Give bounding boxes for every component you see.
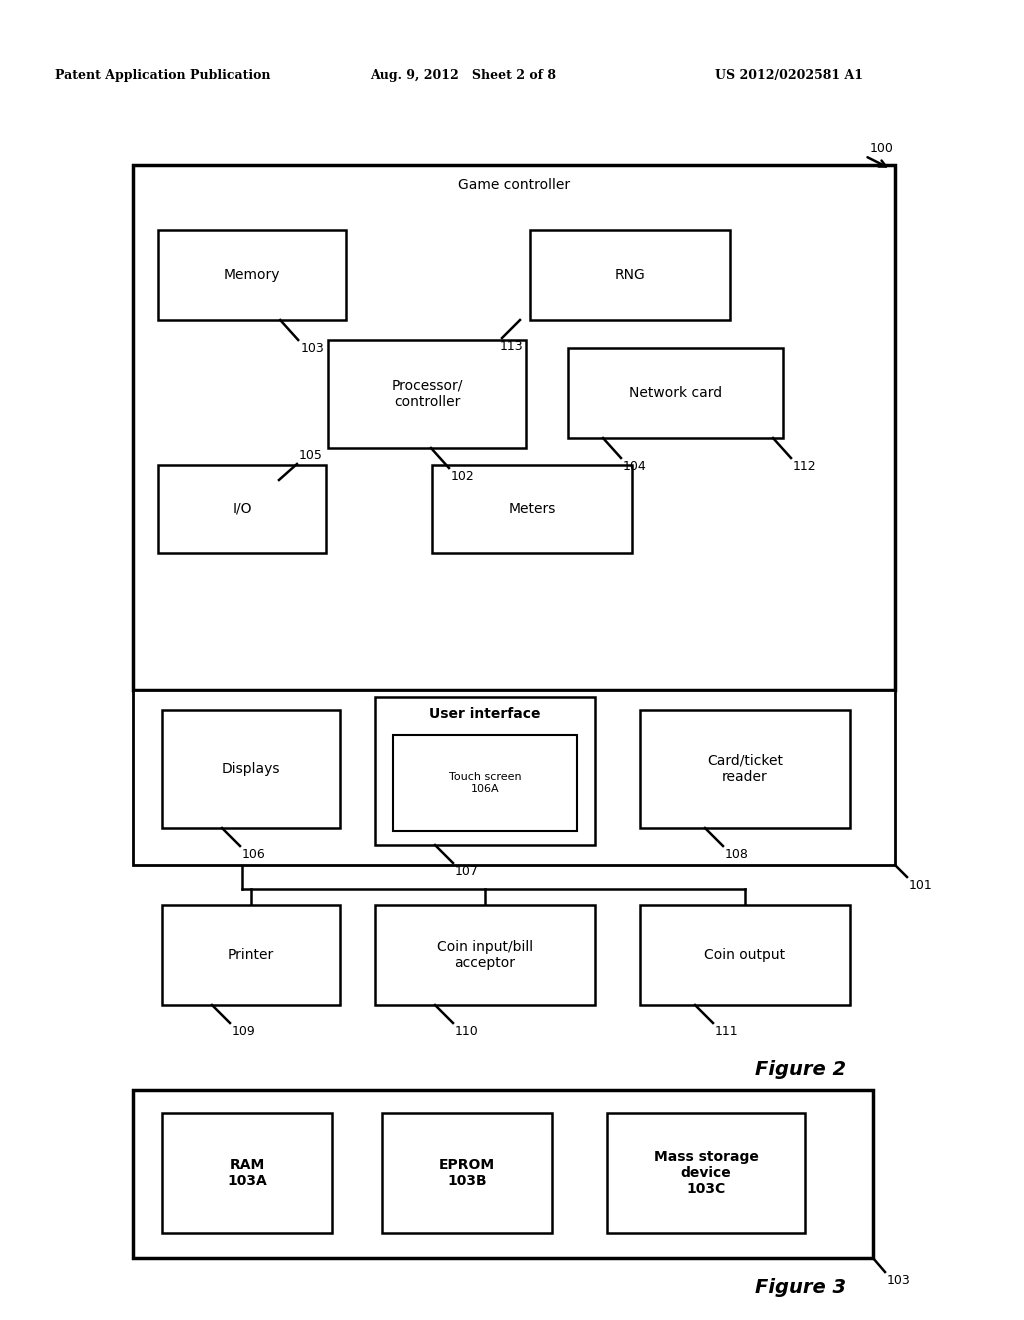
Bar bbox=[432, 465, 632, 553]
Bar bbox=[162, 710, 340, 828]
Bar bbox=[328, 341, 526, 447]
Bar bbox=[382, 1113, 552, 1233]
Bar bbox=[162, 906, 340, 1005]
Text: RNG: RNG bbox=[614, 268, 645, 282]
Text: RAM
103A: RAM 103A bbox=[227, 1158, 267, 1188]
Text: Card/ticket
reader: Card/ticket reader bbox=[707, 754, 783, 784]
Text: Network card: Network card bbox=[629, 385, 722, 400]
Text: Processor/
controller: Processor/ controller bbox=[391, 379, 463, 409]
Text: 113: 113 bbox=[500, 341, 523, 352]
Text: 110: 110 bbox=[455, 1026, 479, 1038]
Bar bbox=[607, 1113, 805, 1233]
Text: 101: 101 bbox=[909, 879, 933, 892]
Bar bbox=[133, 1090, 873, 1258]
Text: Printer: Printer bbox=[228, 948, 274, 962]
Bar bbox=[568, 348, 783, 438]
Text: Mass storage
device
103C: Mass storage device 103C bbox=[653, 1150, 759, 1196]
Text: 108: 108 bbox=[725, 847, 749, 861]
Text: Figure 3: Figure 3 bbox=[755, 1278, 846, 1298]
Text: Aug. 9, 2012   Sheet 2 of 8: Aug. 9, 2012 Sheet 2 of 8 bbox=[370, 69, 556, 82]
Text: User interface: User interface bbox=[429, 708, 541, 721]
Text: 111: 111 bbox=[715, 1026, 738, 1038]
Text: 103: 103 bbox=[887, 1274, 910, 1287]
Text: Game controller: Game controller bbox=[458, 178, 570, 191]
Bar bbox=[158, 230, 346, 319]
Text: Touch screen
106A: Touch screen 106A bbox=[449, 772, 521, 793]
Text: 105: 105 bbox=[299, 449, 323, 462]
Text: Coin output: Coin output bbox=[705, 948, 785, 962]
Bar bbox=[530, 230, 730, 319]
Text: 104: 104 bbox=[623, 459, 647, 473]
Text: Memory: Memory bbox=[224, 268, 281, 282]
Bar bbox=[133, 165, 895, 690]
Text: US 2012/0202581 A1: US 2012/0202581 A1 bbox=[715, 69, 863, 82]
Bar bbox=[133, 690, 895, 865]
Text: EPROM
103B: EPROM 103B bbox=[439, 1158, 495, 1188]
Bar bbox=[640, 906, 850, 1005]
Text: 100: 100 bbox=[870, 141, 894, 154]
Text: 106: 106 bbox=[242, 847, 266, 861]
Text: Coin input/bill
acceptor: Coin input/bill acceptor bbox=[437, 940, 534, 970]
Text: Figure 2: Figure 2 bbox=[755, 1060, 846, 1078]
Bar bbox=[375, 906, 595, 1005]
Text: 107: 107 bbox=[455, 865, 479, 878]
Text: Displays: Displays bbox=[222, 762, 281, 776]
Bar bbox=[158, 465, 326, 553]
Text: 102: 102 bbox=[451, 470, 475, 483]
Text: 112: 112 bbox=[793, 459, 816, 473]
Text: Meters: Meters bbox=[508, 502, 556, 516]
Text: 109: 109 bbox=[232, 1026, 256, 1038]
Bar bbox=[162, 1113, 332, 1233]
Bar bbox=[393, 735, 577, 832]
Text: Patent Application Publication: Patent Application Publication bbox=[55, 69, 270, 82]
Bar bbox=[640, 710, 850, 828]
Text: 103: 103 bbox=[300, 342, 324, 355]
Bar bbox=[375, 697, 595, 845]
Text: I/O: I/O bbox=[232, 502, 252, 516]
